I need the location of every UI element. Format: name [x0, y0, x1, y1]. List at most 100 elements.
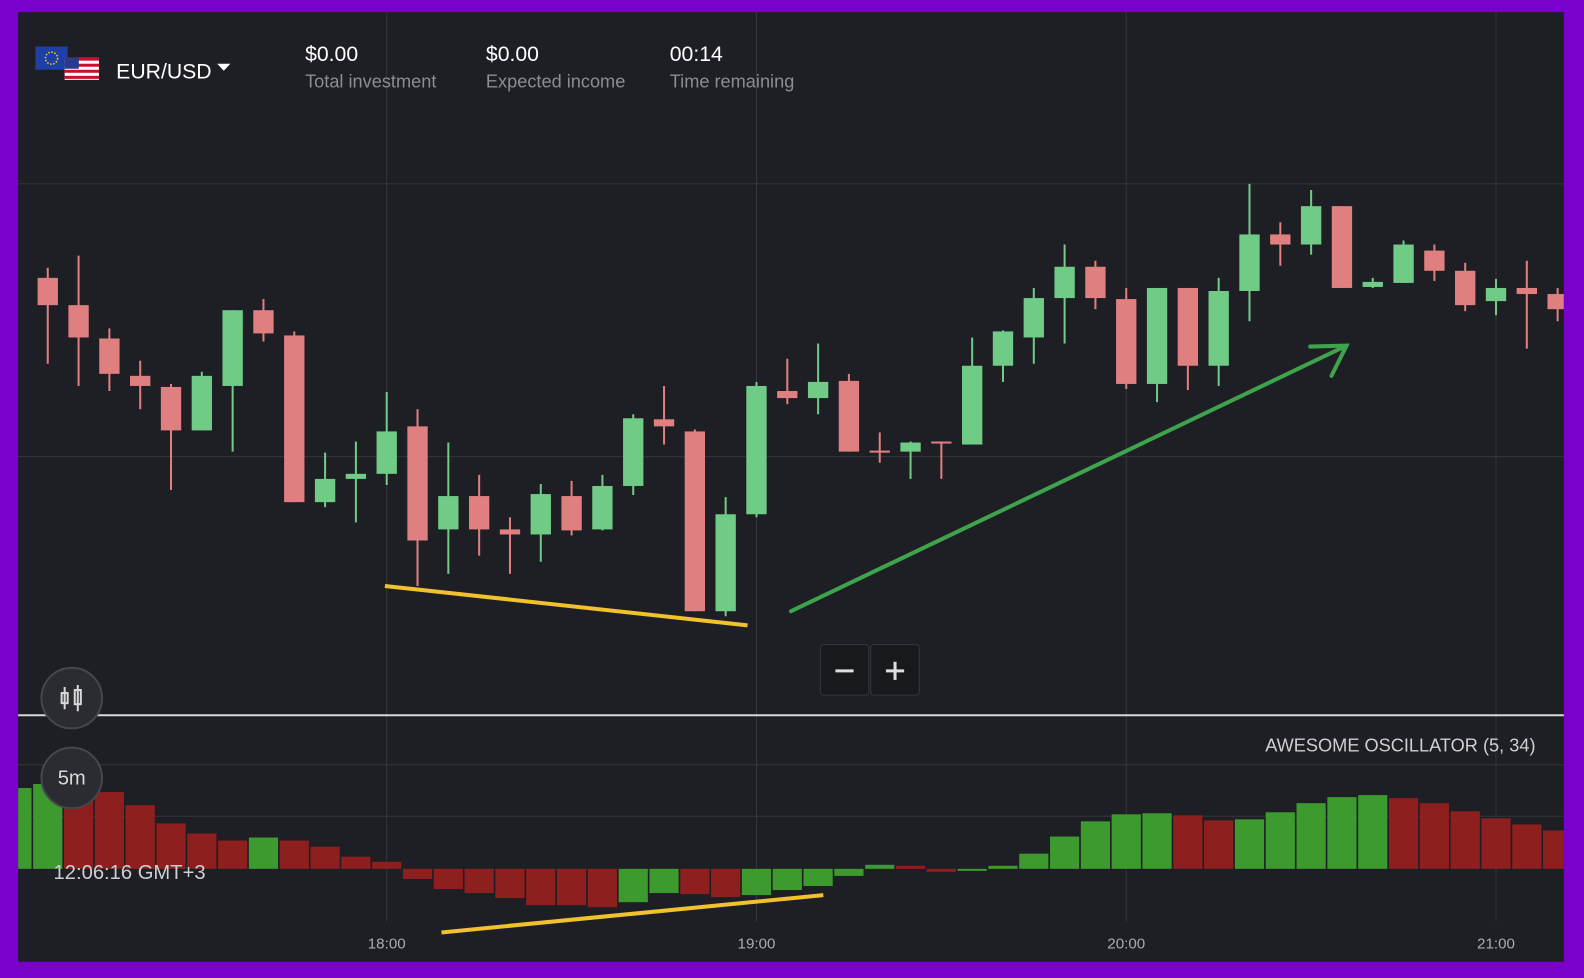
oscillator-bar [1142, 813, 1172, 869]
candle-body [68, 305, 89, 338]
candle-body [653, 419, 675, 427]
oscillator-bar [372, 861, 402, 869]
candle-body [1424, 250, 1445, 271]
stat-value: 00:14 [670, 43, 723, 66]
oscillator-bar [402, 868, 433, 879]
oscillator-bar [587, 868, 618, 908]
candle-body [1146, 287, 1168, 384]
candle-body [1177, 287, 1199, 366]
stat-label: Expected income [486, 72, 625, 92]
oscillator-bar [1388, 798, 1419, 869]
timeframe: 5m [58, 767, 86, 789]
candle-body [1116, 299, 1137, 384]
asset-name: EUR/USD [116, 60, 211, 83]
oscillator-bar [680, 868, 710, 895]
zoom-out-button[interactable] [819, 644, 870, 696]
oscillator-bar [1234, 819, 1265, 869]
candle-body [284, 335, 305, 503]
oscillator-bar [1543, 830, 1564, 869]
marks [18, 183, 1564, 908]
eu-stars [44, 51, 59, 65]
candle-body [1270, 234, 1291, 245]
candle-body [191, 375, 213, 431]
oscillator-bar [865, 864, 895, 869]
candle-body [1023, 298, 1044, 338]
oscillator-bar [711, 868, 741, 898]
oscillator-bar [803, 868, 833, 887]
candle-body [99, 338, 120, 374]
zoom-in-button[interactable] [870, 644, 920, 696]
oscillator-bar [741, 868, 772, 896]
oscillator-bar [556, 868, 587, 906]
oscillator-bar [187, 833, 217, 869]
oscillator-bar [772, 868, 802, 891]
x-tick-label: 20:00 [1107, 936, 1145, 953]
x-tick-label: 18:00 [368, 936, 406, 953]
oscillator-bar [1481, 818, 1511, 869]
candle-body [1208, 291, 1229, 366]
oscillator-bar [834, 868, 864, 876]
oscillator-bar [310, 846, 340, 869]
candle-body [222, 310, 243, 386]
candle-body [684, 431, 706, 612]
candle-body [160, 386, 182, 431]
candle-body [746, 385, 767, 515]
candle-body [1331, 206, 1353, 288]
candle-body [900, 442, 921, 452]
candle-body [931, 441, 952, 444]
oscillator-bar [1019, 853, 1049, 869]
candle-body [499, 529, 521, 535]
oscillator-bar [248, 837, 279, 869]
oscillator-bar [1050, 836, 1080, 869]
oscillator-bar [926, 868, 956, 872]
trend-line [384, 583, 748, 628]
candle-body [807, 381, 829, 399]
candle-body [1485, 287, 1507, 302]
oscillator-bar [1512, 824, 1542, 869]
candle-body [468, 496, 490, 530]
candle-body [438, 496, 459, 530]
oscillator-bar [433, 868, 463, 890]
clock: 12:06:16 GMT+3 [54, 862, 206, 884]
stat-label: Total investment [305, 72, 436, 92]
grid [18, 183, 1564, 817]
oscillator-bar [988, 865, 1018, 869]
candle-body [561, 496, 582, 531]
candle-body [1085, 266, 1106, 299]
indicator-title: AWESOME OSCILLATOR (5, 34) [1265, 735, 1535, 755]
candle-body [838, 380, 860, 452]
oscillator-bar [218, 840, 248, 869]
oscillator-bar [526, 868, 556, 906]
oscillator-bar [495, 868, 525, 899]
candle-body [1362, 281, 1383, 287]
candle-body [530, 494, 551, 535]
oscillator-bar [1296, 803, 1326, 869]
oscillator-bar [1419, 803, 1449, 869]
candle-body [869, 450, 890, 453]
stat-value: $0.00 [486, 43, 539, 66]
timeframe-button[interactable]: 5m [40, 746, 104, 810]
stat-label: Time remaining [670, 72, 795, 92]
candle-body [1547, 294, 1564, 310]
oscillator-bar [1327, 797, 1357, 869]
oscillator-bar [1080, 821, 1111, 869]
oscillator-bar [957, 868, 987, 871]
oscillator-bar [1204, 820, 1234, 869]
x-tick-label: 21:00 [1477, 936, 1515, 953]
candle-body [592, 485, 613, 530]
asset-selector[interactable]: EUR/USD [35, 46, 231, 84]
stat-value: $0.00 [305, 43, 358, 66]
candle-body [37, 277, 58, 306]
eu-flag [35, 46, 68, 70]
trend-arrow [788, 343, 1350, 614]
candle-body [1393, 244, 1414, 283]
candle-body [407, 426, 428, 541]
oscillator-bar [341, 856, 371, 869]
oscillator-bar [279, 840, 309, 869]
oscillator-bar [125, 805, 155, 869]
chart-type-button[interactable] [40, 666, 104, 730]
candle-body [376, 431, 397, 474]
candle-body [1054, 266, 1075, 299]
